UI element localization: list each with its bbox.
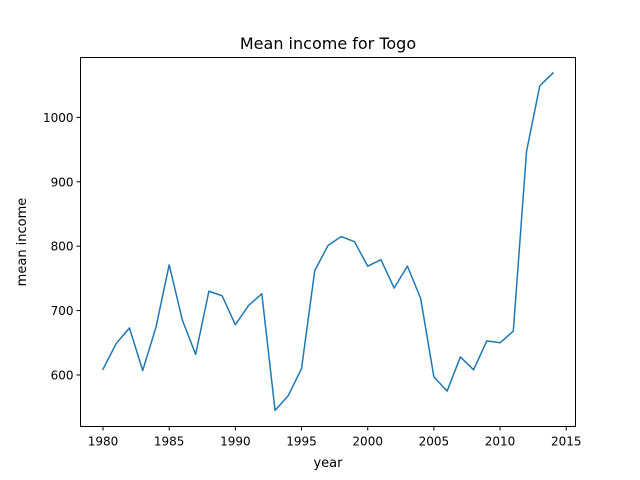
y-axis: 600 700 800 900 1000 — [43, 111, 81, 382]
plot-frame — [80, 57, 576, 427]
chart-title: Mean income for Togo — [240, 34, 416, 53]
x-tick-label: 2005 — [419, 435, 450, 449]
x-tick-label: 2000 — [352, 435, 383, 449]
x-tick-label: 1980 — [88, 435, 119, 449]
series-line — [101, 71, 555, 412]
y-tick-label: 800 — [51, 240, 74, 254]
y-tick-label: 1000 — [43, 111, 74, 125]
x-tick-label: 1995 — [286, 435, 317, 449]
x-tick-label: 1985 — [154, 435, 185, 449]
x-tick-label: 1990 — [220, 435, 251, 449]
y-tick-label: 600 — [51, 368, 74, 382]
x-tick-label: 2010 — [485, 435, 516, 449]
y-tick-label: 900 — [51, 175, 74, 189]
x-tick-label: 2015 — [551, 435, 582, 449]
x-axis-label: year — [313, 456, 343, 471]
y-axis-label: mean income — [15, 198, 30, 287]
x-axis: 1980 1985 1990 1995 2000 2005 2010 2015 — [88, 426, 582, 449]
y-tick-label: 700 — [51, 304, 74, 318]
plot-series — [101, 71, 555, 412]
